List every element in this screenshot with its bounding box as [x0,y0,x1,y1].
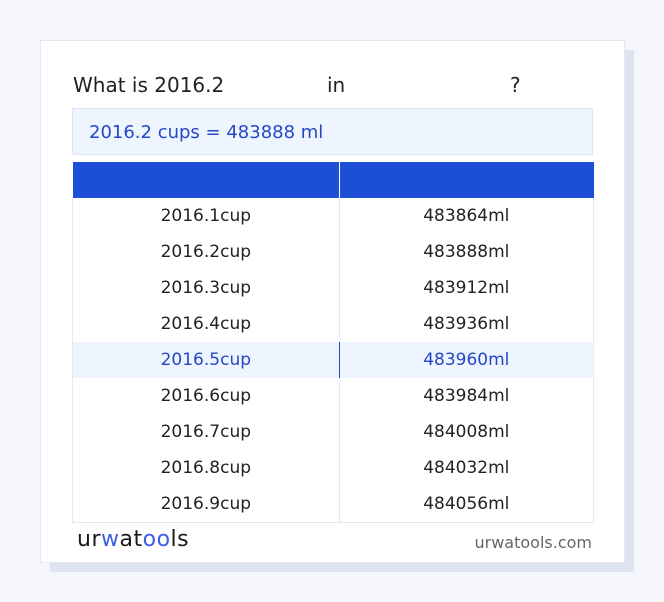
table-row: 2016.2cup 483888ml [72,234,595,270]
ml-cell: 483984ml [338,378,595,414]
question-prefix: What is 2016.2 [73,73,225,97]
question-middle: in [327,73,346,97]
table-row: 2016.6cup 483984ml [72,378,595,414]
cups-cell: 2016.2cup [72,234,340,270]
result-box: 2016.2 cups = 483888 ml [72,108,593,155]
table-row: 2016.1cup 483864ml [72,198,595,234]
table-header [72,162,594,198]
ml-cell: 483888ml [338,234,595,270]
ml-cell: 483936ml [338,306,595,342]
header-cups [72,162,340,198]
ml-cell: 484008ml [338,414,595,450]
urwatools-logo[interactable]: urwatools [77,527,190,552]
table-row: 2016.4cup 483936ml [72,306,595,342]
ml-cell: 484032ml [338,450,595,486]
table-row: 2016.9cup 484056ml [72,486,595,523]
header-ml [339,162,594,198]
ml-cell: 483864ml [338,198,595,234]
conversion-table: 2016.1cup 483864ml 2016.2cup 483888ml 2016.3… [72,162,595,523]
cups-cell: 2016.5cup [72,342,340,378]
cups-cell: 2016.7cup [72,414,340,450]
table-row: 2016.3cup 483912ml [72,270,595,306]
cups-cell: 2016.3cup [72,270,340,306]
ml-cell: 483960ml [338,342,595,378]
table-row: 2016.5cup 483960ml [72,342,595,378]
ml-cell: 483912ml [338,270,595,306]
site-link[interactable]: urwatools.com [474,533,593,552]
cups-cell: 2016.4cup [72,306,340,342]
cups-cell: 2016.1cup [72,198,340,234]
table-row: 2016.7cup 484008ml [72,414,595,450]
ml-cell: 484056ml [338,486,595,523]
cups-cell: 2016.8cup [72,450,340,486]
cups-cell: 2016.9cup [72,486,340,523]
converter-card: What is 2016.2 in ? 2016.2 cups = 483888… [40,40,625,563]
table-row: 2016.8cup 484032ml [72,450,595,486]
question-suffix: ? [510,73,521,97]
cups-cell: 2016.6cup [72,378,340,414]
